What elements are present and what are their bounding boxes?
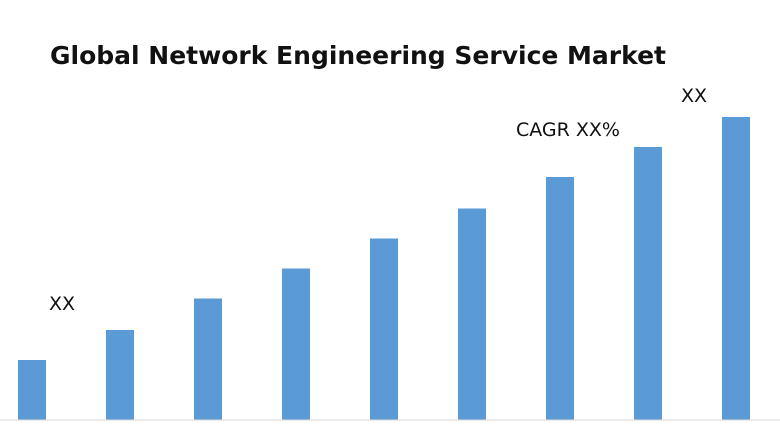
bar-3 [194, 298, 222, 420]
bar-5 [370, 238, 398, 420]
end-value-label: XX [681, 85, 707, 107]
bar-2 [106, 330, 134, 420]
bar-8 [634, 147, 662, 420]
bar-9 [722, 117, 750, 420]
bar-7 [546, 177, 574, 420]
bars-group [18, 117, 750, 420]
bar-4 [282, 268, 310, 420]
chart-title: Global Network Engineering Service Marke… [50, 41, 666, 70]
bar-6 [458, 208, 486, 420]
start-value-label: XX [49, 293, 75, 315]
bar-1 [18, 360, 46, 420]
cagr-label: CAGR XX% [516, 119, 620, 141]
